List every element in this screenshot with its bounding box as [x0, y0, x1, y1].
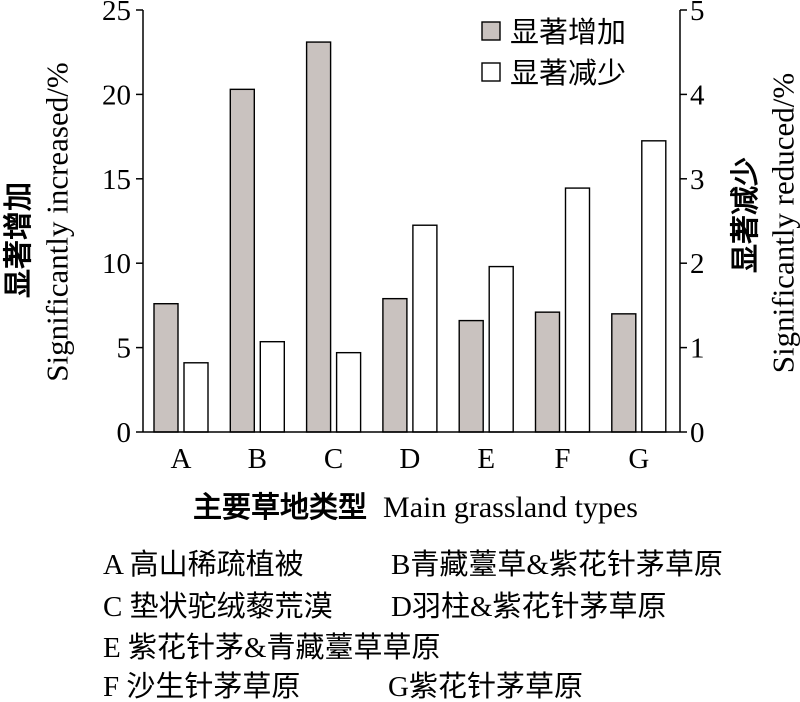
x-axis-category-label: G — [628, 443, 649, 475]
left-axis-tick-label: 0 — [117, 417, 132, 449]
category-key-item: C 垫状驼绒藜荒漠 — [103, 590, 333, 623]
x-axis-category-label: A — [171, 443, 192, 475]
right-axis-tick-label: 3 — [690, 164, 705, 196]
bar-significantly-reduced-E — [488, 265, 514, 433]
category-key-item: D羽柱&紫花针茅草原 — [391, 590, 667, 623]
ticks-group: 0 5 10 15 20 25 0 1 2 3 4 5 A B C D E F G — [102, 0, 705, 475]
bar-significantly-increased-A — [153, 303, 179, 433]
right-axis-tick-label: 5 — [690, 0, 705, 27]
legend-swatch-significantly-reduced — [481, 62, 501, 82]
bar-significantly-reduced-G — [641, 140, 667, 433]
bar-significantly-increased-F — [534, 311, 561, 433]
bar-significantly-reduced-F — [564, 187, 591, 433]
bar-significantly-increased-E — [458, 319, 484, 433]
left-axis-tick-label: 10 — [102, 248, 131, 280]
x-axis-category-label: D — [399, 443, 420, 475]
category-key-item: E 紫花针茅&青藏薹草草原 — [103, 631, 441, 664]
x-axis-title-zh: 主要草地类型 — [193, 490, 367, 524]
bar-significantly-increased-B — [229, 88, 256, 433]
bar-significantly-reduced-A — [183, 362, 209, 433]
legend-label-significantly-increased: 显著增加 — [510, 15, 626, 49]
category-key-item: A 高山稀疏植被 — [103, 548, 304, 581]
bar-significantly-reduced-B — [259, 340, 285, 433]
bar-significantly-increased-G — [611, 313, 637, 433]
x-axis-title-en: Main grassland types — [383, 491, 638, 524]
right-axis-tick-label: 2 — [690, 248, 705, 280]
bar-significantly-increased-C — [305, 41, 332, 433]
x-axis-category-label: B — [248, 443, 267, 475]
x-axis-category-label: F — [554, 443, 570, 475]
category-key-item: G紫花针茅草原 — [388, 670, 583, 702]
left-axis-tick-label: 5 — [117, 333, 132, 365]
right-axis-tick-label: 4 — [690, 79, 705, 111]
left-axis-title-en: Significantly increased/% — [40, 62, 75, 381]
left-axis-title-zh: 显著增加 — [1, 182, 35, 298]
category-key-item: F 沙生针茅草原 — [103, 670, 300, 702]
x-axis-category-label: C — [324, 443, 343, 475]
axes-group — [142, 10, 681, 433]
legend-label-significantly-reduced: 显著减少 — [510, 56, 626, 90]
right-axis-tick-label: 0 — [690, 417, 705, 449]
x-axis-title: 主要草地类型 Main grassland types — [193, 490, 638, 524]
category-key-item: B青藏薹草&紫花针茅草原 — [391, 548, 723, 581]
left-axis-tick-label: 15 — [102, 164, 131, 196]
bar-significantly-reduced-D — [412, 224, 438, 433]
left-axis-tick-label: 20 — [102, 79, 131, 111]
bars-group — [153, 41, 667, 433]
legend-swatch-significantly-increased — [481, 21, 501, 41]
right-axis-tick-label: 1 — [690, 333, 705, 365]
right-axis-title-en: Significantly reduced/% — [766, 73, 800, 373]
category-key: A 高山稀疏植被 B青藏薹草&紫花针茅草原 C 垫状驼绒藜荒漠 D羽柱&紫花针茅… — [103, 548, 723, 702]
bar-significantly-increased-D — [382, 297, 408, 433]
legend: 显著增加 显著减少 — [481, 15, 626, 90]
bar-significantly-reduced-C — [335, 351, 362, 433]
right-axis-title-zh: 显著减少 — [728, 157, 762, 273]
left-axis-tick-label: 25 — [102, 0, 131, 27]
x-axis-category-label: E — [477, 443, 495, 475]
